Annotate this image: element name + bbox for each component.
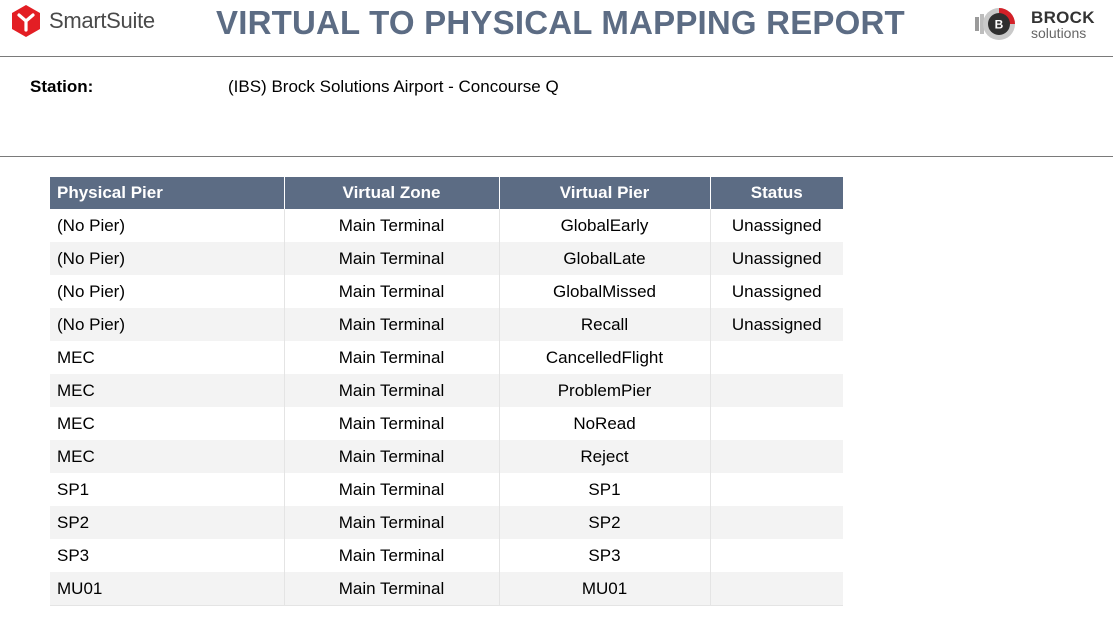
report-title: VIRTUAL TO PHYSICAL MAPPING REPORT: [216, 4, 905, 41]
table-row: SP3 Main Terminal SP3: [50, 539, 843, 572]
table-row: MEC Main Terminal NoRead: [50, 407, 843, 440]
physical-pier-cell: MEC: [50, 440, 285, 473]
column-header-virtual-pier: Virtual Pier: [499, 177, 711, 209]
status-cell: Unassigned: [710, 308, 843, 341]
virtual-pier-cell: GlobalEarly: [499, 209, 711, 242]
physical-pier-cell: MEC: [50, 341, 285, 374]
virtual-pier-cell: ProblemPier: [499, 374, 711, 407]
table-row: SP2 Main Terminal SP2: [50, 506, 843, 539]
report-header: SmartSuite VIRTUAL TO PHYSICAL MAPPING R…: [0, 0, 1113, 56]
virtual-zone-cell: Main Terminal: [284, 275, 500, 308]
brock-solutions-logo-icon: B: [975, 8, 1015, 40]
physical-pier-cell: (No Pier): [50, 275, 285, 308]
table-row: MU01 Main Terminal MU01: [50, 572, 843, 606]
table-row: MEC Main Terminal CancelledFlight: [50, 341, 843, 374]
table-row: (No Pier) Main Terminal GlobalLate Unass…: [50, 242, 843, 275]
smartsuite-brand: SmartSuite: [9, 4, 155, 38]
virtual-zone-cell: Main Terminal: [284, 440, 500, 473]
virtual-zone-cell: Main Terminal: [284, 341, 500, 374]
table-header-row: Physical Pier Virtual Zone Virtual Pier …: [50, 177, 843, 209]
smartsuite-logo-icon: [12, 5, 40, 37]
virtual-zone-cell: Main Terminal: [284, 572, 500, 606]
status-cell: [710, 341, 843, 374]
virtual-zone-cell: Main Terminal: [284, 506, 500, 539]
virtual-zone-cell: Main Terminal: [284, 374, 500, 407]
status-cell: [710, 473, 843, 506]
virtual-pier-cell: CancelledFlight: [499, 341, 711, 374]
virtual-zone-cell: Main Terminal: [284, 407, 500, 440]
column-header-status: Status: [710, 177, 843, 209]
virtual-zone-cell: Main Terminal: [284, 242, 500, 275]
brock-name: BROCK: [1031, 7, 1095, 27]
table-row: MEC Main Terminal Reject: [50, 440, 843, 473]
virtual-pier-cell: GlobalMissed: [499, 275, 711, 308]
virtual-pier-cell: NoRead: [499, 407, 711, 440]
status-cell: [710, 572, 843, 606]
table-row: (No Pier) Main Terminal GlobalMissed Una…: [50, 275, 843, 308]
status-cell: [710, 374, 843, 407]
status-cell: [710, 440, 843, 473]
table-row: (No Pier) Main Terminal GlobalEarly Unas…: [50, 209, 843, 242]
physical-pier-cell: SP3: [50, 539, 285, 572]
table-row: MEC Main Terminal ProblemPier: [50, 374, 843, 407]
virtual-pier-cell: SP3: [499, 539, 711, 572]
virtual-pier-cell: SP2: [499, 506, 711, 539]
table-row: (No Pier) Main Terminal Recall Unassigne…: [50, 308, 843, 341]
brock-brand: B BROCK solutions: [973, 6, 1095, 42]
virtual-pier-cell: GlobalLate: [499, 242, 711, 275]
physical-pier-cell: MEC: [50, 374, 285, 407]
status-cell: Unassigned: [710, 209, 843, 242]
status-cell: [710, 506, 843, 539]
virtual-zone-cell: Main Terminal: [284, 209, 500, 242]
column-header-physical-pier: Physical Pier: [50, 177, 285, 209]
station-label: Station:: [30, 77, 94, 96]
table-row: SP1 Main Terminal SP1: [50, 473, 843, 506]
status-cell: [710, 539, 843, 572]
brock-sub: solutions: [1031, 24, 1087, 41]
header-divider: [0, 56, 1113, 57]
brock-wordmark: BROCK solutions: [1031, 9, 1095, 40]
app-name: SmartSuite: [49, 8, 155, 33]
virtual-zone-cell: Main Terminal: [284, 539, 500, 572]
column-header-virtual-zone: Virtual Zone: [284, 177, 500, 209]
virtual-zone-cell: Main Terminal: [284, 473, 500, 506]
virtual-pier-cell: SP1: [499, 473, 711, 506]
virtual-pier-cell: Recall: [499, 308, 711, 341]
virtual-pier-cell: Reject: [499, 440, 711, 473]
physical-pier-cell: (No Pier): [50, 209, 285, 242]
physical-pier-cell: SP1: [50, 473, 285, 506]
virtual-zone-cell: Main Terminal: [284, 308, 500, 341]
section-divider: [0, 156, 1113, 157]
status-cell: Unassigned: [710, 242, 843, 275]
physical-pier-cell: (No Pier): [50, 308, 285, 341]
status-cell: [710, 407, 843, 440]
virtual-pier-cell: MU01: [499, 572, 711, 606]
physical-pier-cell: MU01: [50, 572, 285, 606]
mapping-table: Physical Pier Virtual Zone Virtual Pier …: [50, 177, 843, 606]
status-cell: Unassigned: [710, 275, 843, 308]
physical-pier-cell: (No Pier): [50, 242, 285, 275]
mapping-table-container: Physical Pier Virtual Zone Virtual Pier …: [50, 177, 843, 606]
brock-logo-badge: B: [995, 18, 1004, 32]
physical-pier-cell: MEC: [50, 407, 285, 440]
station-value: (IBS) Brock Solutions Airport - Concours…: [228, 77, 559, 96]
physical-pier-cell: SP2: [50, 506, 285, 539]
